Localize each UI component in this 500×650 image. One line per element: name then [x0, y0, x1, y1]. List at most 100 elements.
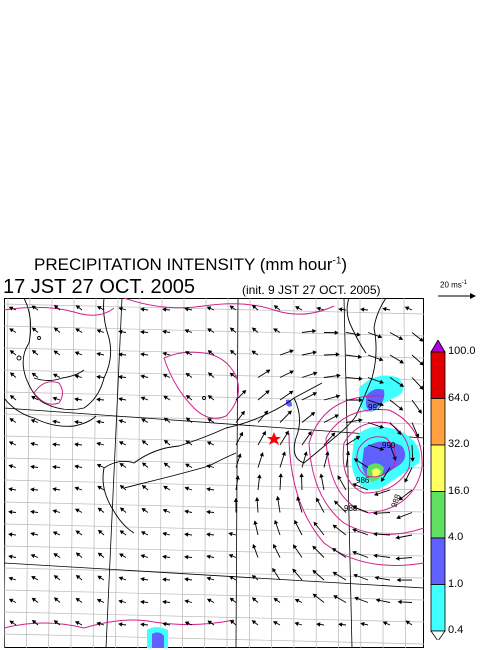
wind-arrowhead — [162, 554, 167, 560]
wind-arrowhead — [299, 473, 304, 478]
wind-arrowhead — [75, 508, 80, 513]
wind-arrowhead — [162, 622, 167, 627]
contour-labels: 992 990 986 988 988 — [344, 403, 403, 513]
wind-arrowhead — [97, 306, 102, 311]
wind-arrowhead — [354, 596, 359, 601]
wind-arrowhead — [52, 487, 57, 492]
colorbar-label: 1.0 — [448, 577, 464, 590]
wind-arrowhead — [353, 573, 358, 578]
wind-arrowhead — [332, 571, 338, 576]
wind-arrowhead — [206, 532, 211, 537]
wind-arrowhead — [272, 621, 278, 626]
wind-arrowhead — [206, 306, 212, 311]
wind-arrowhead — [140, 622, 145, 627]
wind-arrowhead — [229, 349, 235, 355]
wind-arrowhead — [140, 307, 145, 312]
wind-arrowhead — [229, 372, 235, 377]
wind-arrowhead — [335, 352, 340, 357]
wind-arrowhead — [336, 373, 341, 378]
wind-arrowhead — [206, 509, 211, 515]
wind-arrowhead — [333, 595, 338, 600]
wind-arrowhead — [162, 329, 167, 335]
colorbar-label: 0.4 — [448, 624, 464, 636]
wind-arrowhead — [8, 576, 13, 581]
wind-arrowhead — [9, 350, 15, 355]
init-time: (init. 9 JST 27 OCT. 2005) — [242, 283, 381, 297]
wind-arrowhead — [140, 329, 145, 335]
wind-arrowhead — [259, 452, 264, 457]
wind-arrowhead — [278, 473, 283, 478]
contour-label: 988 — [389, 493, 402, 509]
wind-arrowhead — [273, 305, 279, 310]
contour-label: 992 — [368, 403, 382, 412]
wind-arrowhead — [319, 473, 324, 478]
wind-arrowhead — [229, 597, 235, 602]
wind-arrowhead — [357, 354, 363, 359]
colorbar-label: 64.0 — [448, 391, 470, 404]
wind-arrowhead — [229, 327, 235, 332]
wind-arrowhead — [312, 569, 317, 575]
wind-arrowhead — [162, 373, 168, 378]
wind-arrowhead — [97, 552, 103, 557]
reference-vector-arrow-icon — [438, 293, 476, 299]
wind-arrowhead — [119, 530, 125, 535]
wind-arrowhead — [265, 390, 270, 395]
colorbar-box — [430, 444, 446, 492]
wind-arrowhead — [96, 419, 101, 425]
wind-arrowhead — [52, 396, 57, 401]
wind-arrowhead — [118, 599, 123, 604]
wind-arrowhead — [292, 568, 297, 574]
wind-arrowhead — [398, 406, 404, 411]
colorbar-label: 16.0 — [448, 484, 470, 497]
valid-time: 17 JST 27 OCT. 2005 — [3, 276, 195, 298]
colorbar-label: 100.0 — [448, 345, 476, 357]
wind-arrowhead — [96, 598, 102, 603]
wind-arrowhead — [206, 554, 211, 559]
wind-arrowhead — [415, 433, 420, 439]
wind-arrowhead — [273, 543, 277, 549]
wind-arrowhead — [294, 598, 300, 603]
wind-arrowhead — [207, 395, 213, 400]
wind-arrowhead — [257, 474, 262, 479]
wind-arrowhead — [53, 327, 59, 332]
wind-arrowhead — [352, 483, 357, 488]
wind-arrowhead — [405, 620, 411, 625]
wind-arrowhead — [375, 598, 381, 603]
wind-arrowhead — [352, 505, 357, 510]
wind-arrowhead — [31, 597, 37, 602]
wind-arrowhead — [338, 622, 343, 627]
wind-arrowhead — [353, 458, 359, 463]
wind-arrowhead — [118, 352, 123, 357]
wind-arrowhead — [229, 619, 235, 625]
wind-arrowhead — [30, 554, 36, 559]
wind-arrowhead — [141, 462, 147, 467]
wind-arrowhead — [140, 374, 145, 379]
wind-arrowhead — [207, 372, 213, 377]
wind-arrowhead — [74, 442, 79, 447]
wind-arrowhead — [96, 352, 101, 357]
contour-label: 986 — [356, 476, 370, 485]
wind-arrowhead — [141, 484, 147, 490]
wind-arrowhead — [31, 349, 37, 355]
wind-arrowhead — [75, 574, 81, 580]
wind-arrowhead — [251, 327, 257, 332]
wind-arrowhead — [30, 509, 35, 515]
wind-arrowhead — [30, 418, 36, 424]
coastlines — [4, 298, 387, 534]
wind-arrowhead — [312, 593, 318, 598]
wind-arrowhead — [206, 487, 211, 492]
wind-arrowhead — [251, 597, 257, 602]
wind-arrowhead — [316, 497, 320, 503]
wind-arrowhead — [31, 327, 37, 332]
pressure-contours — [4, 298, 424, 629]
wind-arrowhead — [335, 394, 341, 399]
wind-arrowhead — [30, 441, 35, 447]
wind-arrowhead — [9, 395, 15, 400]
wind-arrowhead — [53, 597, 59, 602]
wind-arrowhead — [74, 351, 80, 356]
colorbar-box — [430, 537, 446, 585]
wind-arrowhead — [74, 464, 79, 469]
wind-arrowhead — [8, 306, 14, 311]
wind-arrowhead — [395, 535, 400, 540]
wind-arrowhead — [251, 620, 257, 625]
